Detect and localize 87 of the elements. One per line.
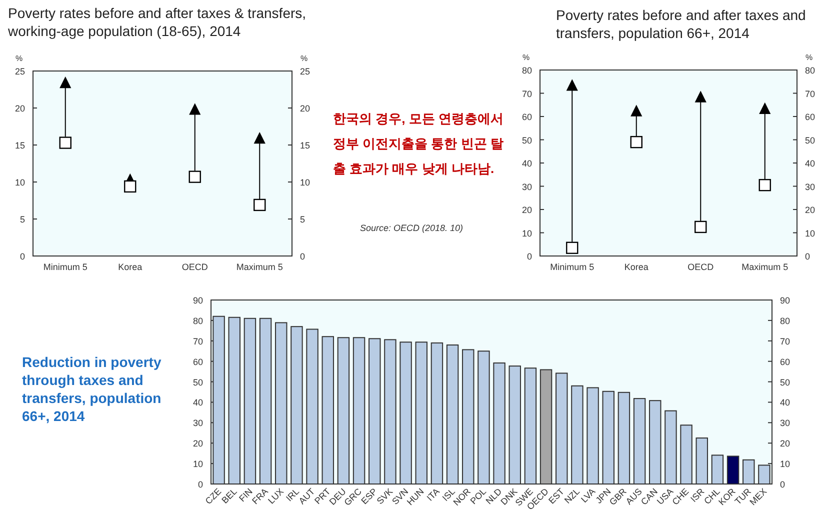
y-tick-label: 80 <box>192 316 203 326</box>
y2-axis-title: % <box>300 54 308 63</box>
point <box>189 104 200 115</box>
y-axis-title: % <box>522 53 530 62</box>
x-tick-label: Korea <box>624 262 648 272</box>
x-tick-label: LVA <box>579 486 598 505</box>
y-tick-label: 10 <box>522 228 532 238</box>
x-tick-label: BEL <box>220 486 239 506</box>
y2-tick-label: 40 <box>805 158 816 168</box>
y-tick-label: 80 <box>522 66 532 76</box>
point <box>59 136 72 149</box>
y-tick-label: 30 <box>522 182 532 192</box>
y-tick-label: 40 <box>522 158 532 168</box>
y-tick-label: 70 <box>522 88 532 99</box>
y-tick-label: 20 <box>192 438 203 449</box>
y2-tick-label: 0 <box>805 252 810 262</box>
point <box>124 180 136 193</box>
point <box>758 178 771 192</box>
y-tick-label: 25 <box>14 66 25 76</box>
y2-tick-label: 60 <box>805 112 816 122</box>
y2-tick-label: 20 <box>300 104 310 114</box>
y-tick-label: 15 <box>14 140 25 150</box>
y-tick-label: 50 <box>522 135 532 146</box>
y2-tick-label: 70 <box>780 336 790 346</box>
x-tick-label: NZL <box>562 486 582 506</box>
y2-tick-label: 30 <box>805 182 816 192</box>
y-tick-label: 20 <box>522 205 532 215</box>
source-note: Source: OECD (2018. 10) <box>360 223 464 233</box>
point <box>60 77 71 88</box>
point <box>254 198 266 212</box>
y2-tick-label: 70 <box>805 88 816 99</box>
text: 한국의 경우, 모든 연령층에서 정부 이전지출을 통한 빈곤 탈출 효과가 매우 낮게 나타남. <box>333 110 504 178</box>
y2-tick-label: 0 <box>780 480 786 490</box>
y-tick-label: 10 <box>14 178 25 188</box>
y2-tick-label: 80 <box>780 316 790 326</box>
text: Reduction in poverty through taxes and transfers, population 66+, 2014 <box>22 353 162 425</box>
y2-tick-label: 90 <box>780 296 790 306</box>
chart-title: Poverty rates before and after taxes and transfers, population 66+, 2014 <box>556 6 806 42</box>
point <box>695 91 706 102</box>
y-tick-label: 70 <box>192 336 203 346</box>
y2-tick-label: 40 <box>780 398 790 408</box>
y-axis-title: % <box>15 54 23 63</box>
y2-tick-label: 10 <box>805 228 816 238</box>
point <box>254 132 266 144</box>
point <box>188 170 201 183</box>
y-tick-label: 0 <box>20 252 25 262</box>
x-tick-label: IRL <box>284 486 302 504</box>
x-tick-label: Minimum 5 <box>550 262 594 272</box>
y-tick-label: 5 <box>20 214 25 224</box>
y2-tick-label: 5 <box>300 214 306 224</box>
x-tick-label: Minimum 5 <box>43 262 88 272</box>
y2-tick-label: 50 <box>780 377 790 388</box>
y2-tick-label: 0 <box>300 252 306 262</box>
y-tick-label: 60 <box>192 356 203 367</box>
y-tick-label: 60 <box>522 112 532 122</box>
y-tick-label: 90 <box>192 296 203 306</box>
point <box>630 105 642 116</box>
y2-tick-label: 20 <box>805 205 816 215</box>
point <box>694 220 707 234</box>
y2-tick-label: 25 <box>300 66 310 76</box>
y-tick-label: 10 <box>192 459 203 470</box>
y2-axis-title: % <box>805 53 813 62</box>
y2-tick-label: 80 <box>805 66 816 76</box>
y-tick-label: 20 <box>14 104 25 114</box>
x-tick-label: Maximum 5 <box>236 262 283 272</box>
point <box>566 80 578 91</box>
y2-tick-label: 50 <box>805 135 816 146</box>
y-tick-label: 30 <box>192 418 203 428</box>
chart-title: Poverty rates before and after taxes & transfers, working-age population (18-65), 2014 <box>8 4 308 40</box>
y2-tick-label: 30 <box>780 418 790 428</box>
y2-tick-label: 60 <box>780 356 790 367</box>
y2-tick-label: 10 <box>300 178 310 188</box>
y2-tick-label: 15 <box>300 140 310 150</box>
x-tick-label: OECD <box>688 262 714 272</box>
y2-tick-label: 20 <box>780 438 790 449</box>
x-tick-label: Maximum 5 <box>742 262 788 272</box>
y-tick-label: 50 <box>192 377 203 388</box>
x-tick-label: Korea <box>118 262 142 272</box>
y-tick-label: 40 <box>192 398 203 408</box>
point <box>566 242 578 254</box>
y-tick-label: 0 <box>526 252 532 262</box>
x-tick-label: OECD <box>182 262 208 272</box>
point <box>759 103 770 114</box>
y-tick-label: 0 <box>198 480 203 490</box>
point <box>630 136 642 148</box>
y2-tick-label: 10 <box>780 459 790 470</box>
x-tick-label: ITA <box>424 486 442 503</box>
